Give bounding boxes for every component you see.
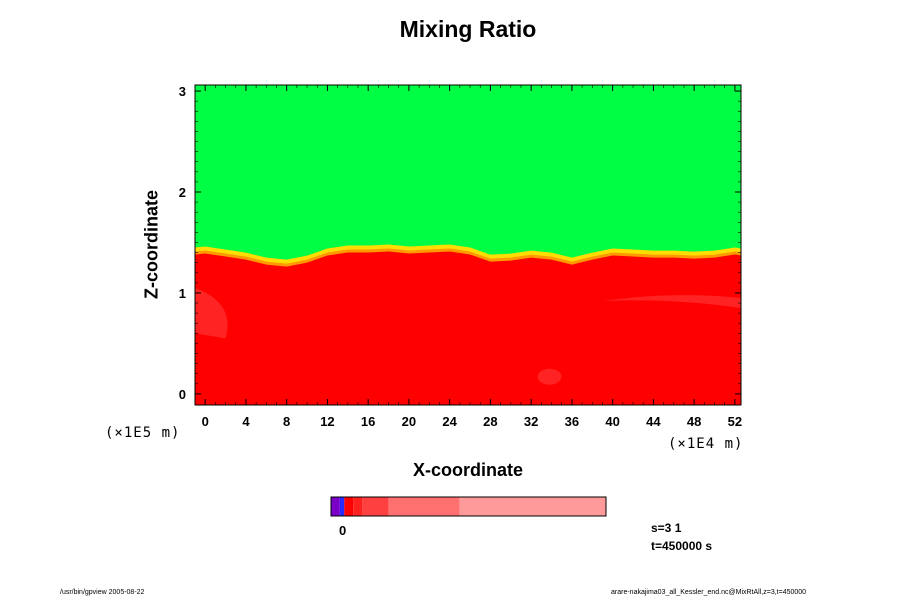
x-tick-label: 48 [687, 414, 701, 429]
colorbar-segment [353, 497, 363, 516]
footer-right: arare-nakajima03_all_Kessler_end.nc@MixR… [611, 589, 807, 596]
colorbar-segment [331, 497, 340, 516]
x-tick-label: 24 [442, 414, 457, 429]
x-tick-label: 44 [646, 414, 661, 429]
region-lower-layer [195, 251, 741, 405]
lower-layer-blob [537, 368, 562, 385]
colorbar-tick-label: 0 [339, 523, 347, 538]
x-tick-label: 40 [605, 414, 619, 429]
colorbar-frame [330, 496, 607, 517]
x-tick-label: 52 [728, 414, 742, 429]
x-axis-label: X-coordinate [412, 460, 523, 480]
x-tick-label: 32 [524, 414, 538, 429]
x-tick-label: 12 [320, 414, 334, 429]
y-tick-label: 1 [179, 286, 186, 301]
x-tick-label: 8 [283, 414, 290, 429]
colorbar-segment [388, 497, 460, 516]
y-unit-label: (×1E5 m) [105, 425, 181, 441]
x-tick-label: 4 [242, 414, 250, 429]
lower-layer-streak-left [195, 287, 228, 339]
colorbar-segment [339, 497, 345, 516]
x-tick-label: 0 [202, 414, 209, 429]
footer-left: /usr/bin/gpview 2005-08-22 [60, 589, 145, 596]
x-unit-label: (×1E4 m) [668, 436, 744, 452]
colorbar-segment [459, 497, 606, 516]
x-tick-label: 36 [565, 414, 579, 429]
x-tick-label: 28 [483, 414, 497, 429]
note-t: t=450000 s [651, 539, 713, 553]
plot-frame [194, 84, 742, 406]
y-tick-label: 2 [179, 185, 186, 200]
lower-layer-streak-right [602, 295, 741, 309]
chart-title: Mixing Ratio [399, 16, 537, 42]
note-s: s=3 1 [651, 521, 682, 535]
colorbar-segment [344, 497, 354, 516]
x-tick-label: 20 [402, 414, 416, 429]
x-tick-label: 16 [361, 414, 375, 429]
y-tick-label: 0 [179, 387, 186, 402]
colorbar-segment [362, 497, 389, 516]
y-tick-label: 3 [179, 84, 186, 99]
